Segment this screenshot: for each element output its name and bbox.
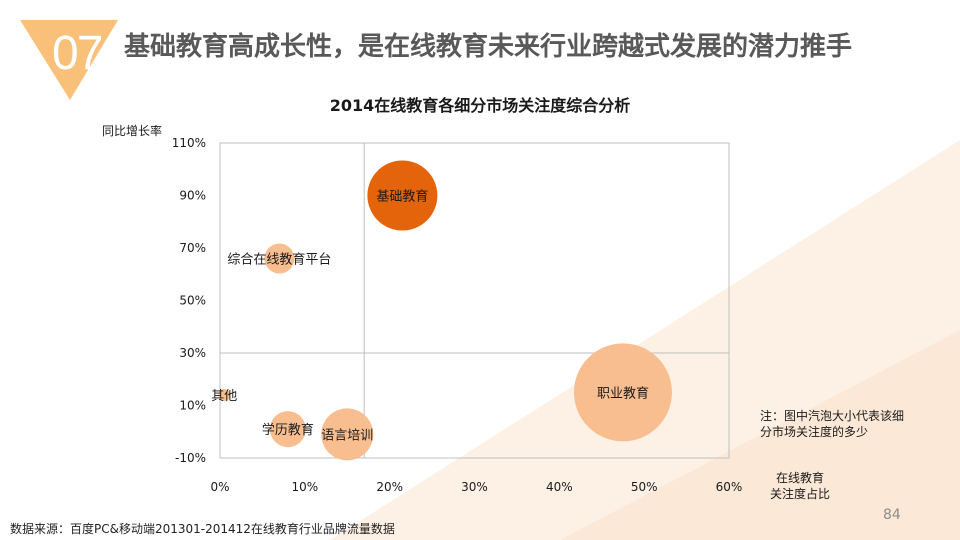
page-number: 84 [883, 507, 901, 523]
x-tick-label: 40% [546, 480, 573, 494]
y-axis-label: 同比增长率 [102, 123, 162, 138]
y-tick-label: 10% [179, 399, 206, 413]
x-tick-label: 10% [291, 480, 318, 494]
x-tick-label: 50% [631, 480, 658, 494]
bubble [367, 160, 438, 231]
y-tick-label: -10% [175, 451, 206, 465]
x-tick-label: 0% [210, 480, 229, 494]
section-number: 07 [52, 27, 103, 80]
x-axis-label: 关注度占比 [770, 486, 830, 501]
background-triangle-small [560, 330, 960, 540]
bubble-label: 基础教育 [376, 189, 428, 205]
bubble [321, 408, 374, 461]
x-tick-label: 60% [716, 480, 743, 494]
plot-frame [219, 142, 730, 459]
bubble-label: 学历教育 [262, 422, 314, 438]
x-tick-label: 30% [461, 480, 488, 494]
y-tick-label: 70% [179, 241, 206, 255]
y-tick-label: 30% [179, 346, 206, 360]
data-source: 数据来源：百度PC&移动端201301-201412在线教育行业品牌流量数据 [10, 522, 395, 536]
bubble-label: 职业教育 [597, 385, 649, 401]
bubble [573, 343, 672, 442]
bubble-label: 综合在线教育平台 [227, 252, 331, 268]
page-title: 基础教育高成长性，是在线教育未来行业跨越式发展的潜力推手 [124, 32, 853, 62]
bubble [218, 389, 231, 401]
bubble [264, 243, 295, 274]
chart-note: 注：图中汽泡大小代表该细 [760, 408, 904, 423]
y-tick-label: 50% [179, 294, 206, 308]
chart-note: 分市场关注度的多少 [760, 424, 868, 439]
chart-title: 2014在线教育各细分市场关注度综合分析 [329, 96, 631, 115]
y-tick-label: 90% [179, 189, 206, 203]
bubble-label: 语言培训 [321, 427, 373, 443]
bubble [269, 411, 306, 448]
bubble-label: 其他 [211, 389, 237, 404]
y-tick-label: 110% [172, 136, 206, 150]
section-badge-triangle [20, 20, 118, 100]
x-tick-label: 20% [376, 480, 403, 494]
x-axis-label: 在线教育 [776, 470, 824, 485]
